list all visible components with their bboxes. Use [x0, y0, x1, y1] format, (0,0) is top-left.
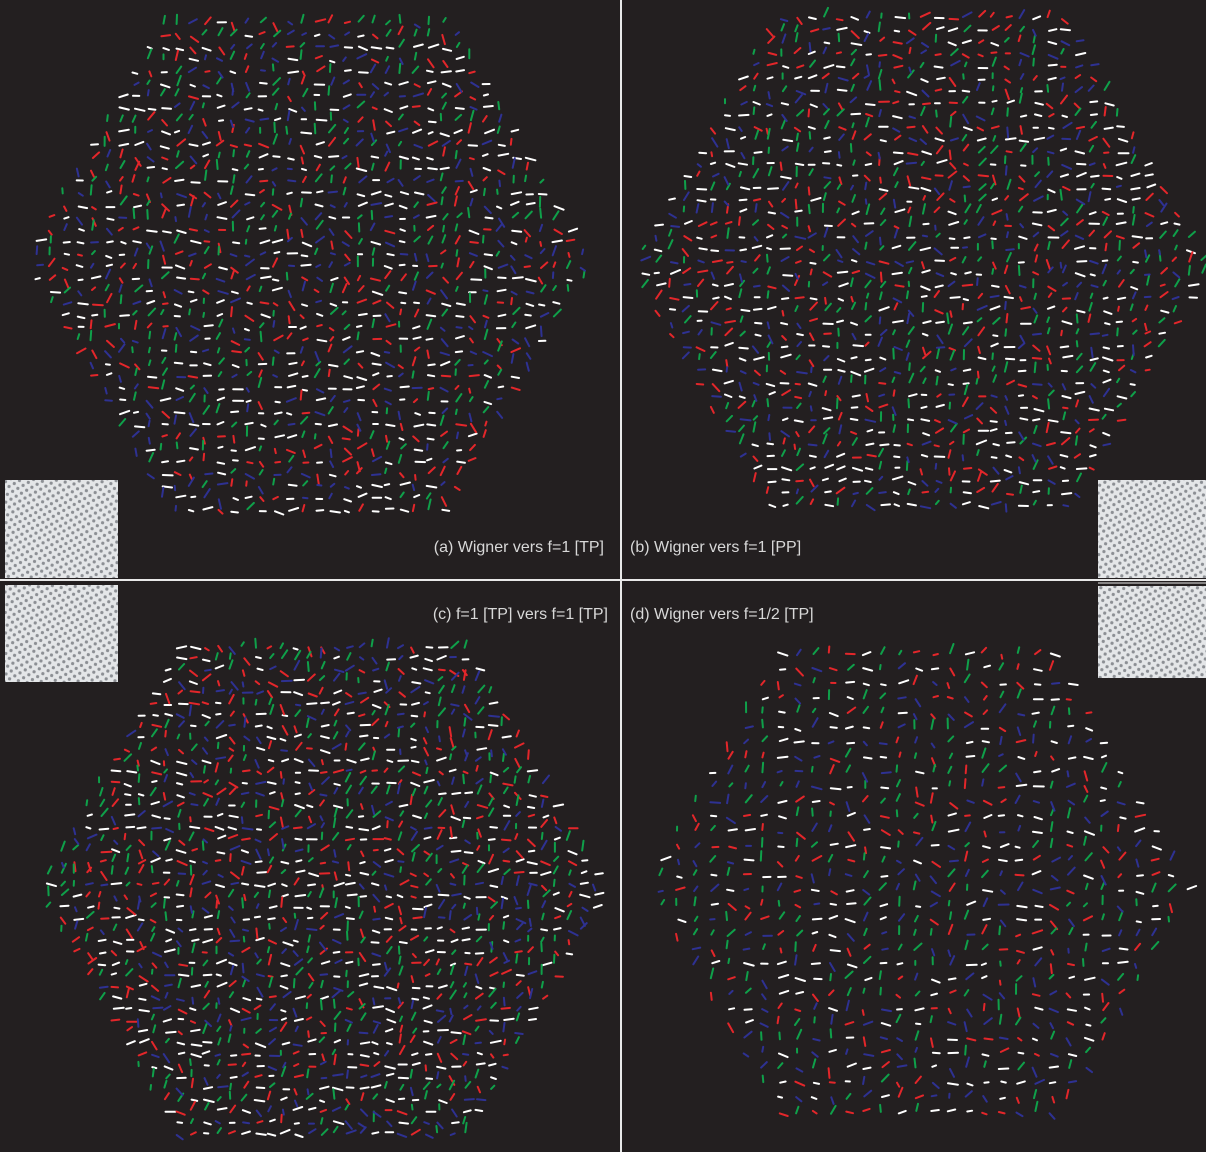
displacement-arrows: [45, 637, 585, 1136]
displacement-arrows: [45, 645, 605, 1138]
inset-b: [1098, 480, 1206, 578]
displacement-arrows: [35, 17, 586, 512]
displacement-arrows: [660, 651, 1198, 1115]
displacement-arrows: [657, 648, 1176, 1120]
displacement-arrows: [47, 14, 576, 515]
displacement-arrows: [675, 645, 1173, 1117]
displacement-fields: [34, 6, 1206, 1141]
panel-label: (b) Wigner vers f=1 [PP]: [630, 539, 801, 556]
panel-label: (d) Wigner vers f=1/2 [TP]: [630, 606, 814, 623]
inset-d: [1098, 586, 1206, 678]
displacement-arrows: [640, 9, 1181, 513]
displacement-arrows: [641, 15, 1200, 510]
displacement-arrows: [61, 637, 597, 1141]
panel-label: (a) Wigner vers f=1 [TP]: [434, 539, 604, 556]
inset-c: [5, 585, 118, 682]
displacement-arrows: [641, 6, 1206, 506]
displacement-arrows: [48, 13, 586, 511]
inset-a: [5, 480, 118, 578]
displacement-arrows: [34, 21, 579, 516]
displacement-arrows: [59, 644, 579, 1136]
displacement-arrows: [654, 9, 1194, 505]
panel-label: (c) f=1 [TP] vers f=1 [TP]: [433, 606, 608, 623]
displacement-arrows: [658, 643, 1177, 1115]
